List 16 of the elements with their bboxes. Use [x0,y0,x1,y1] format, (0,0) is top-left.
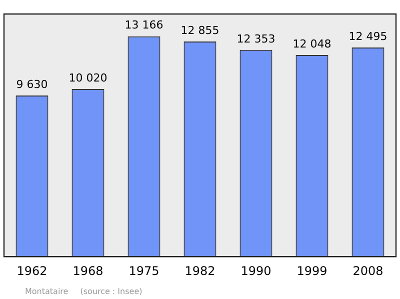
x-tick-label: 1968 [72,264,104,278]
x-tick-label: 1982 [184,264,216,278]
x-tick-label: 1999 [296,264,328,278]
text: Montataire [25,287,68,296]
text: (source : Insee) [80,287,142,296]
data-label: 12 495 [348,30,388,43]
data-label: 13 166 [124,18,164,32]
data-label: 12 353 [236,32,276,46]
x-tick-label: 1990 [240,264,272,278]
data-label: 9 630 [16,78,48,91]
x-tick-label: 2008 [352,264,384,278]
x-tick-label: 1975 [128,264,160,278]
data-label: 12 855 [180,24,220,37]
data-label: 10 020 [68,71,108,84]
data-label: 12 048 [292,37,332,50]
x-tick-label: 1962 [16,264,48,278]
